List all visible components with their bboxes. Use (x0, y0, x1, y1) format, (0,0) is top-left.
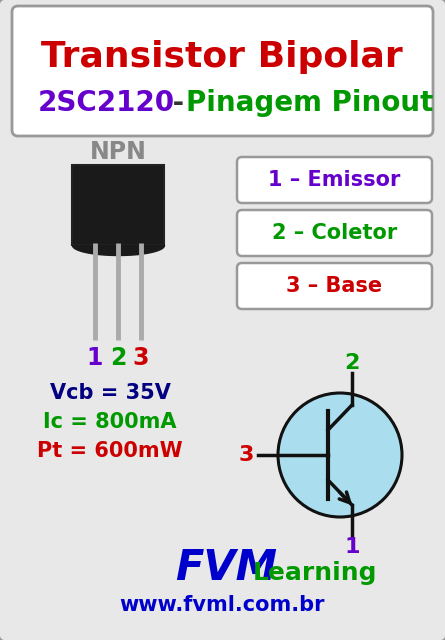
Text: 2 – Coletor: 2 – Coletor (272, 223, 397, 243)
FancyBboxPatch shape (237, 157, 432, 203)
Bar (72, 165, 164, 245)
FancyBboxPatch shape (237, 210, 432, 256)
Text: Pinagem Pinout: Pinagem Pinout (186, 89, 433, 117)
Text: Pt = 600mW: Pt = 600mW (37, 441, 183, 461)
Text: 3 – Base: 3 – Base (287, 276, 383, 296)
Text: 1: 1 (344, 537, 360, 557)
Text: 2SC2120: 2SC2120 (38, 89, 175, 117)
Text: 1 – Emissor: 1 – Emissor (268, 170, 400, 190)
Text: -: - (163, 89, 194, 117)
Text: Transistor Bipolar: Transistor Bipolar (41, 40, 403, 74)
Text: www.fvml.com.br: www.fvml.com.br (119, 595, 325, 615)
Text: 3: 3 (133, 346, 149, 370)
Text: 2: 2 (344, 353, 360, 373)
Text: 3: 3 (239, 445, 254, 465)
Circle shape (278, 393, 402, 517)
Text: 2: 2 (110, 346, 126, 370)
Text: 1: 1 (87, 346, 103, 370)
FancyBboxPatch shape (12, 6, 433, 136)
Text: Ic = 800mA: Ic = 800mA (43, 412, 177, 432)
Text: FVM: FVM (175, 547, 277, 589)
Text: NPN: NPN (89, 140, 146, 164)
Text: Vcb = 35V: Vcb = 35V (49, 383, 170, 403)
Text: Learning: Learning (253, 561, 377, 585)
FancyBboxPatch shape (237, 263, 432, 309)
